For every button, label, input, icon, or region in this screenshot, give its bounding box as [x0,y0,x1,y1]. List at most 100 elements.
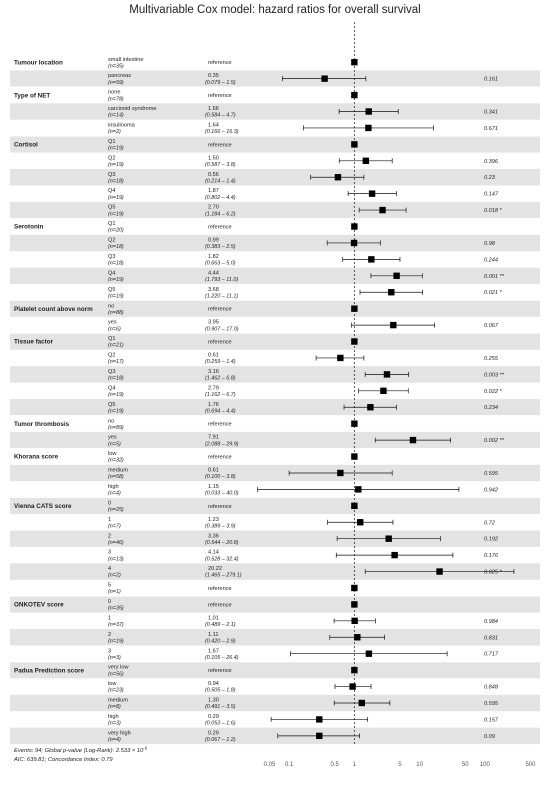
hr-point [351,91,358,99]
hazard-ratio-label: 0.29 [208,730,219,736]
reference-label: reference [208,602,232,608]
hazard-ratio-label: 20.22 [208,566,222,572]
row-background [10,530,540,547]
forest-row: Q3(n=18) 3.16(1.462 – 6.8) 0.003 ** [108,369,505,382]
forest-row: Q5(n=19) 1.76(0.694 – 4.4) 0.234 [108,402,498,415]
confidence-interval-label: (0.079 – 1.5) [205,80,236,86]
forest-row: 2(n=46) 3.36(0.544 – 20.8) 0.192 [108,533,499,546]
row-background [10,333,540,350]
confidence-interval-label: (0.105 – 26.4) [205,655,239,661]
forest-row: yes(n=6) 3.95(0.907 – 17.0) 0.067 [108,320,499,333]
forest-row: 5(n=1) reference [108,583,358,595]
forest-row: Platelet count above norm no(n=88) referen… [14,303,358,316]
row-background [10,431,540,449]
hr-point [380,387,387,395]
variable-label: Serotonin [14,224,44,231]
n-label: (n=32) [108,458,124,464]
n-label: (n=18) [108,376,124,382]
hr-point [383,371,391,378]
n-label: (n=19) [108,146,124,152]
n-label: (n=2) [108,129,121,135]
hr-point [393,272,400,280]
row-background [10,70,540,87]
reference-label: reference [208,586,232,592]
hr-point [365,108,372,115]
level-label: Q3 [108,254,115,260]
level-label: 5 [108,583,111,589]
hazard-ratio-label: 1.67 [208,648,219,654]
hr-point [334,174,342,181]
n-label: (n=18) [108,261,124,267]
p-value-label: 0.025 * [484,570,503,576]
hr-point [362,157,370,164]
level-label: Q5 [108,402,115,408]
p-value-label: 0.984 [484,619,498,625]
n-label: (n=20) [108,228,124,234]
forest-row: Q5(n=19) 2.70(1.184 – 6.2) 0.018 * [108,205,503,218]
n-label: (n=21) [108,343,124,349]
confidence-interval-label: (0.528 – 32.4) [205,556,239,562]
variable-label: Platelet count above norm [14,306,93,313]
n-label: (n=5) [108,441,121,447]
hazard-ratio-label: 1.76 [208,402,219,408]
hazard-ratio-label: 3.36 [208,533,219,539]
hr-point [379,206,386,214]
row-background [10,234,540,252]
forest-row: Tumor thrombosis no(n=89) reference [14,418,358,431]
row-background [10,464,540,482]
level-label: high [108,484,119,490]
forest-row: high(n=3) 0.29(0.053 – 1.6) 0.157 [108,714,499,727]
n-label: (n=37) [108,622,124,628]
hr-point [367,404,374,411]
hazard-ratio-label: 3.95 [208,320,219,326]
n-label: (n=6) [108,326,121,332]
confidence-interval-label: (0.587 – 3.8) [205,162,236,168]
hr-point [351,666,358,674]
level-label: 0 [108,500,111,506]
hazard-ratio-label: 1.01 [208,615,219,621]
p-value-label: 0.255 [484,356,499,362]
n-label: (n=58) [108,474,124,480]
hazard-ratio-label: 2.70 [208,205,219,211]
forest-row: 2(n=19) 1.11(0.420 – 2.9) 0.831 [108,632,498,645]
hr-point [351,141,358,148]
n-label: (n=89) [108,425,124,431]
footnote-line-2: AIC: 639.81; Concordance Index: 0.79 [13,757,113,763]
forest-row: pancreas(n=59) 0.35(0.079 – 1.5) 0.161 [108,73,498,86]
level-label: 0 [108,599,111,605]
p-value-label: 0.002 ** [484,438,505,444]
confidence-interval-label: (0.214 – 1.4) [205,178,236,184]
n-label: (n=3) [108,655,121,661]
hazard-ratio-label: 0.61 [208,353,219,359]
row-background [10,103,540,120]
p-value-label: 0.396 [484,159,499,165]
n-label: (n=35) [108,606,124,612]
hr-point [390,321,397,329]
forest-row: insulinoma(n=2) 1.64(0.166 – 16.3) 0.671 [108,123,498,136]
forest-row: Q2(n=18) 0.99(0.383 – 2.5) 0.98 [108,238,496,251]
variable-label: Khorana score [14,454,59,461]
level-label: Q2 [108,238,115,244]
confidence-interval-label: (0.505 – 1.8) [205,688,236,694]
p-value-label: 0.157 [484,717,499,723]
reference-label: reference [208,60,232,66]
confidence-interval-label: (0.544 – 20.8) [205,540,239,546]
hr-point [351,502,358,510]
n-label: (n=19) [108,195,124,201]
hazard-ratio-label: 7.91 [208,435,219,441]
row-background [10,169,540,186]
level-label: 2 [108,533,111,539]
forest-row: Q3(n=18) 1.82(0.663 – 5.0) 0.244 [108,254,498,267]
level-label: Q5 [108,205,115,211]
level-label: 1 [108,615,111,621]
p-value-label: 0.001 ** [484,274,505,280]
forest-row: 3(n=3) 1.67(0.105 – 26.4) 0.717 [108,648,499,661]
p-value-label: 0.003 ** [484,372,505,378]
row-background [10,596,540,613]
confidence-interval-label: (1.184 – 6.2) [205,211,236,217]
level-label: Q2 [108,353,115,359]
forest-row: Cortisol Q1(n=19) reference [14,139,358,152]
level-label: Q5 [108,287,115,293]
p-value-label: 0.067 [484,323,499,329]
